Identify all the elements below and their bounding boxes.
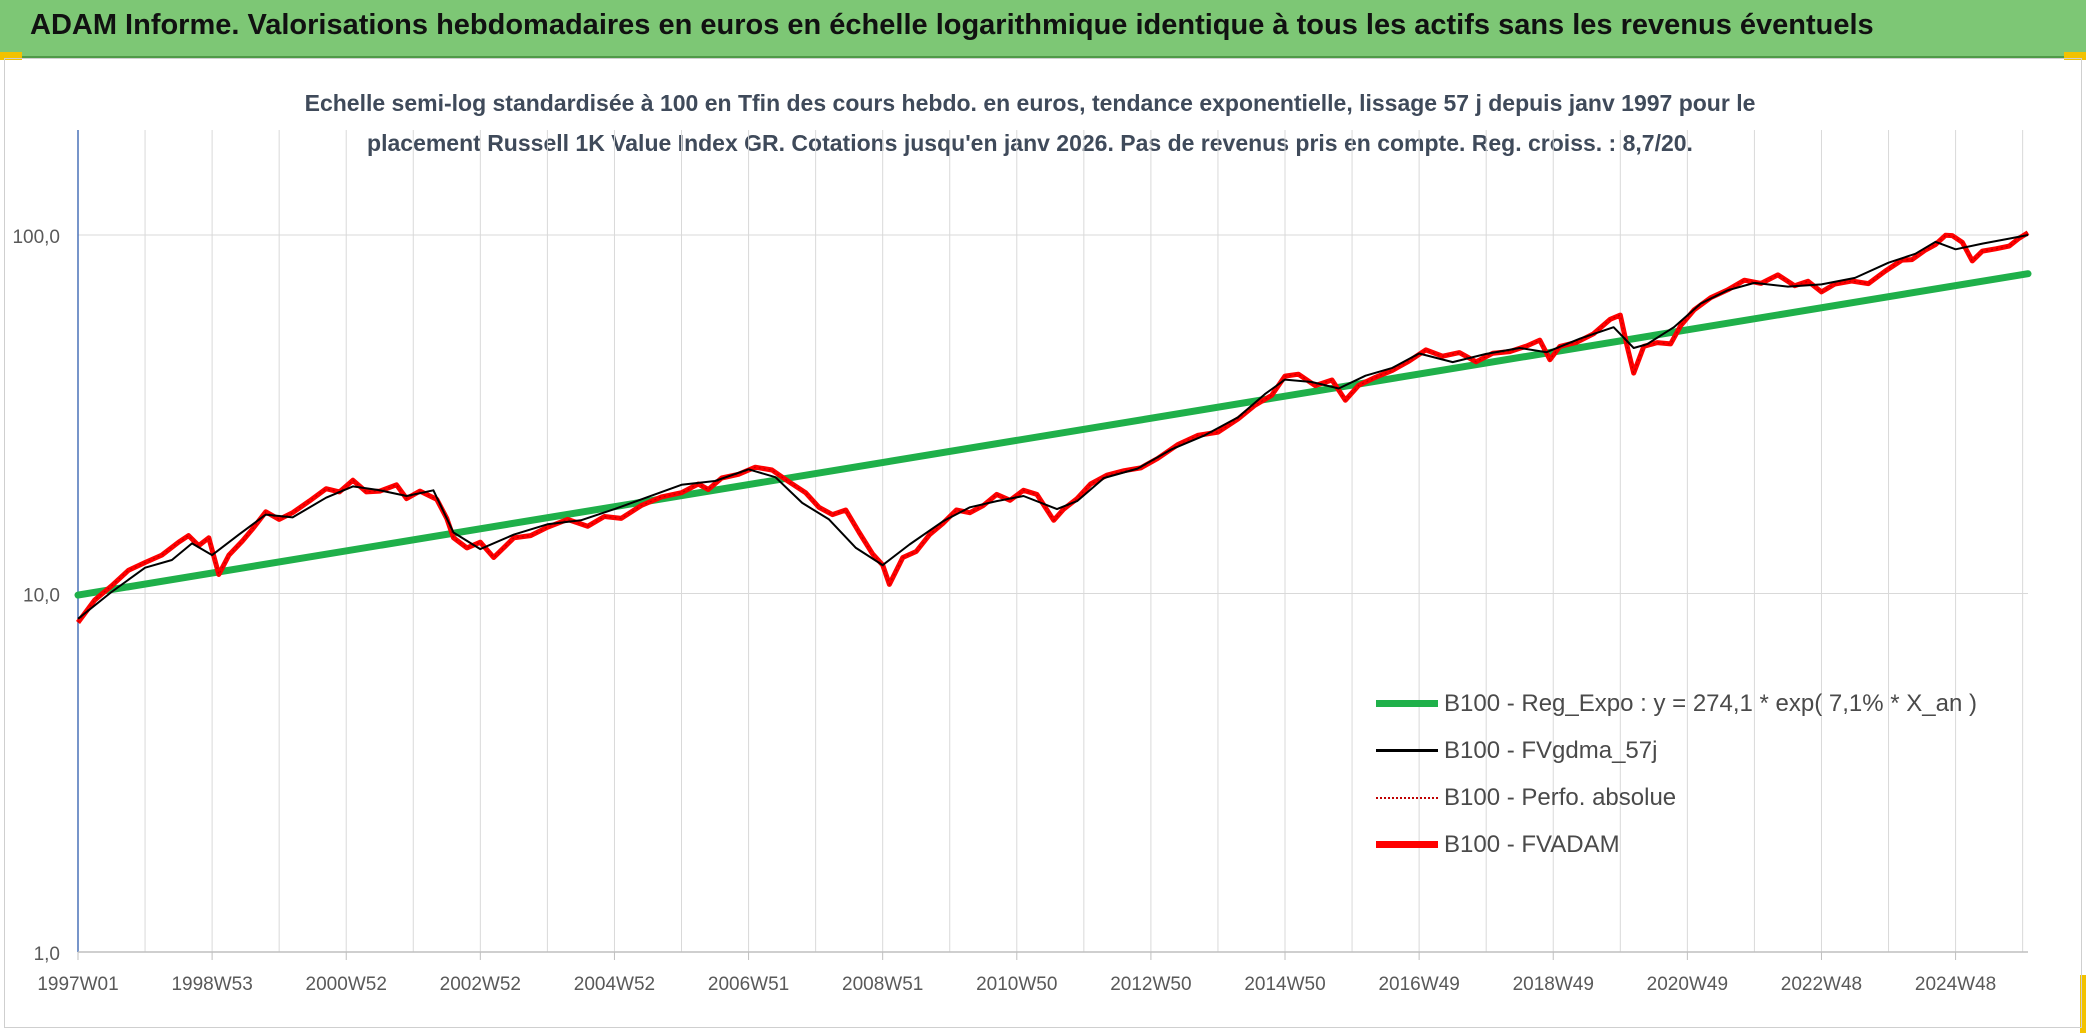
chart-area-border [4, 58, 2082, 1028]
chart-title-line-2: placement Russell 1K Value Index GR. Cot… [367, 130, 1693, 156]
legend-item-fvadam: B100 - FVADAM [1376, 821, 1977, 868]
x-tick-label: 2000W52 [306, 974, 387, 995]
x-tick-label: 1998W53 [171, 974, 252, 995]
series-lines [74, 230, 2032, 624]
report-title: ADAM Informe. Valorisations hebdomadaire… [30, 9, 1874, 41]
x-tick-label: 2024W48 [1915, 974, 1996, 995]
report-banner: ADAM Informe. Valorisations hebdomadaire… [0, 0, 2086, 58]
chart-legend: B100 - Reg_Expo : y = 274,1 * exp( 7,1% … [1376, 680, 1977, 868]
x-tick-label: 2016W49 [1378, 974, 1459, 995]
legend-label-fvgdma: B100 - FVgdma_57j [1444, 736, 1658, 764]
x-tick-label: 2002W52 [440, 974, 521, 995]
legend-swatch-reg-expo [1376, 700, 1438, 707]
x-tick-label: 2012W50 [1110, 974, 1191, 995]
corner-marker-right [2064, 52, 2086, 60]
series-fvadam-line [75, 230, 2030, 624]
x-tick-label: 2014W50 [1244, 974, 1325, 995]
x-tick-label: 1997W01 [37, 974, 118, 995]
y-tick-label: 100,0 [12, 227, 60, 248]
corner-marker-left [0, 52, 22, 60]
legend-swatch-perfo-absolue [1376, 796, 1438, 799]
series-fvgdma-line [77, 234, 2029, 620]
legend-label-reg-expo: B100 - Reg_Expo : y = 274,1 * exp( 7,1% … [1444, 689, 1977, 717]
series-reg-expo-line [74, 270, 2032, 599]
x-tick-label: 2006W51 [708, 974, 789, 995]
x-tick-label: 2018W49 [1513, 974, 1594, 995]
legend-item-reg-expo: B100 - Reg_Expo : y = 274,1 * exp( 7,1% … [1376, 680, 1977, 727]
x-tick-label: 2010W50 [976, 974, 1057, 995]
chart-title-line-1: Echelle semi-log standardisée à 100 en T… [304, 90, 1756, 116]
legend-item-perfo-absolue: B100 - Perfo. absolue [1376, 774, 1977, 821]
legend-swatch-fvgdma [1376, 749, 1438, 752]
x-tick-label: 2022W48 [1781, 974, 1862, 995]
corner-marker-bottom-right [2080, 975, 2086, 1033]
axes: 1,0 10,0 100,0 1997W01 1998W53 2000W52 2002W52… [12, 130, 2028, 995]
series-perfo-absolue-line [77, 232, 2029, 623]
x-tick-label: 2008W51 [842, 974, 923, 995]
x-tick-label: 2004W52 [574, 974, 655, 995]
legend-label-perfo-absolue: B100 - Perfo. absolue [1444, 783, 1677, 811]
x-tick-label: 2020W49 [1647, 974, 1728, 995]
y-tick-label: 10,0 [23, 586, 60, 607]
legend-label-fvadam: B100 - FVADAM [1444, 830, 1620, 858]
y-tick-label: 1,0 [34, 944, 60, 965]
legend-swatch-fvadam [1376, 841, 1438, 848]
legend-item-fvgdma: B100 - FVgdma_57j [1376, 727, 1977, 774]
